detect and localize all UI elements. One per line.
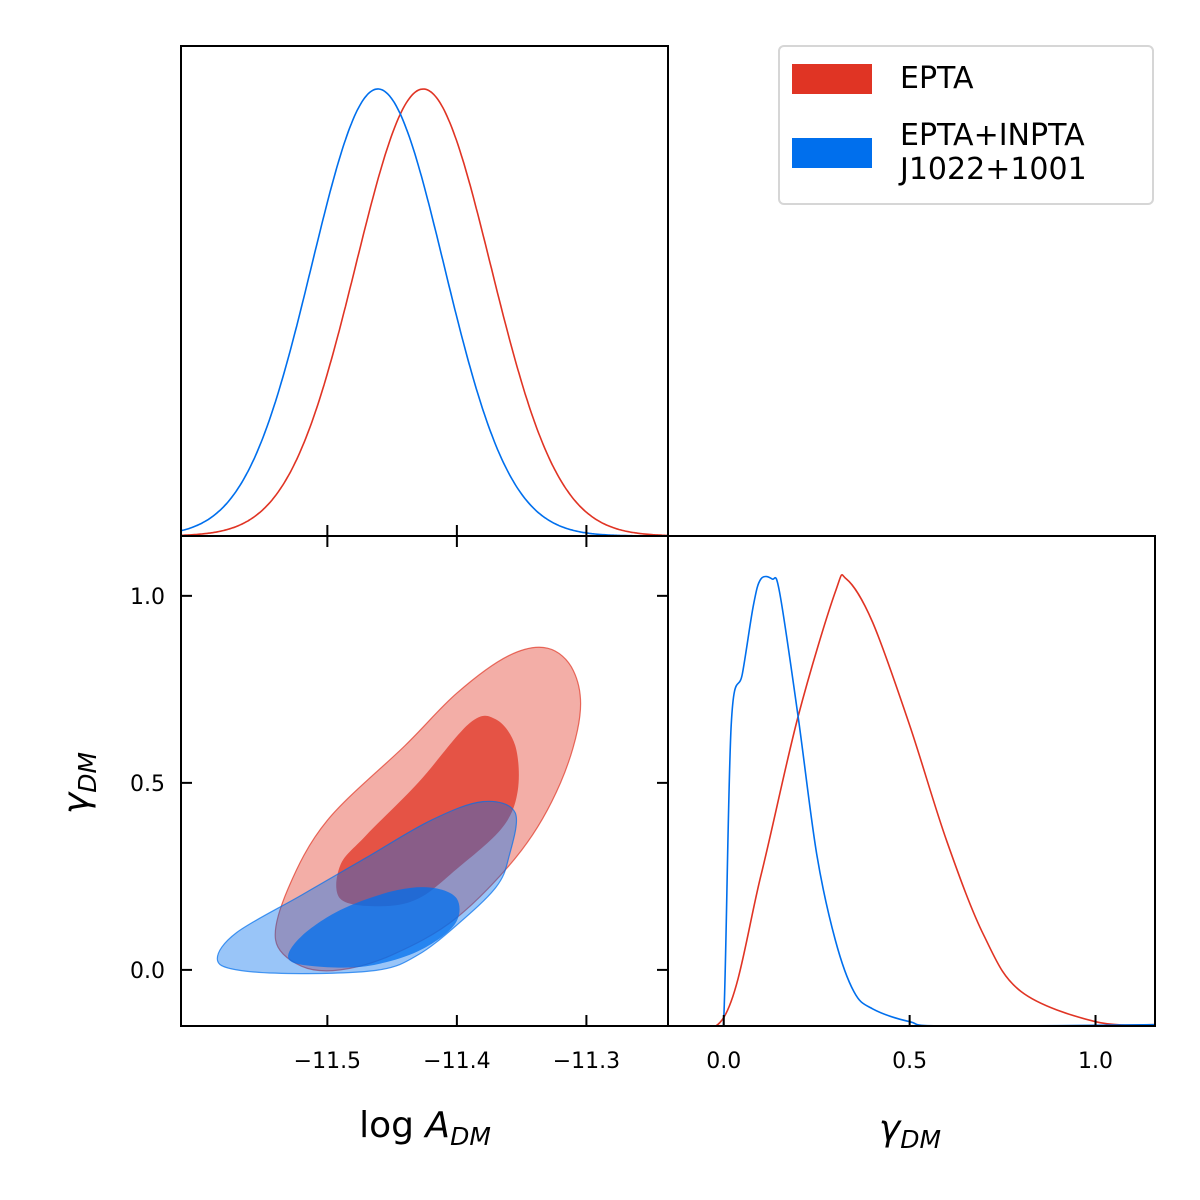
- tick-label-gamma-x: 0.5: [892, 1049, 927, 1074]
- tick-label-gamma-x: 0.0: [706, 1049, 741, 1074]
- legend: EPTA EPTA+INPTA J1022+1001: [778, 45, 1154, 205]
- contour-68-epta: [336, 715, 519, 907]
- legend-entry-epta: EPTA: [792, 62, 974, 96]
- y-axis-title-gamma: γDM: [56, 752, 102, 814]
- marginal-gamma-epta: [668, 574, 1155, 1026]
- tick-label-gamma-y: 0.0: [130, 959, 165, 984]
- panel-frame-top: [180, 45, 669, 537]
- legend-entry-epta-inpta: EPTA+INPTA J1022+1001: [792, 119, 1087, 187]
- x-axis-title-logA: log ADM: [359, 1105, 491, 1151]
- x-axis-title-gamma: γDM: [879, 1108, 941, 1154]
- marginal-gamma-epta-inpta: [668, 575, 1155, 1026]
- marginal-logA-epta: [181, 88, 668, 536]
- tick-label-gamma-x: 1.0: [1078, 1049, 1113, 1074]
- legend-swatch-epta-inpta: [792, 138, 872, 168]
- legend-swatch-epta: [792, 64, 872, 94]
- legend-label-epta-inpta: EPTA+INPTA J1022+1001: [900, 118, 1087, 187]
- legend-label-epta: EPTA: [900, 61, 974, 96]
- tick-label-gamma-y: 0.5: [130, 772, 165, 797]
- contour-68-epta-inpta: [288, 887, 460, 968]
- tick-label-logA: −11.5: [294, 1049, 361, 1074]
- tick-label-gamma-y: 1.0: [130, 585, 165, 610]
- tick-label-logA: −11.3: [553, 1049, 620, 1074]
- tick-label-logA: −11.4: [423, 1049, 490, 1074]
- marginal-logA-epta-inpta: [181, 88, 668, 536]
- panel-frame-diag: [667, 535, 1156, 1027]
